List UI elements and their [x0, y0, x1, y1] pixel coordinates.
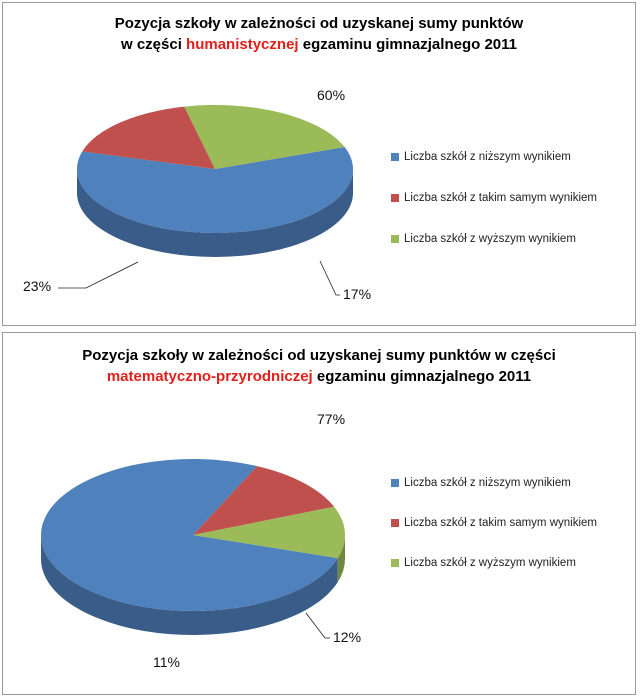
data-label-higher: 11% — [153, 654, 180, 670]
legend-item-higher: Liczba szkół z wyższym wynikiem — [391, 231, 597, 247]
pie-slice-lower — [77, 147, 353, 233]
data-label-same: 17% — [343, 286, 371, 302]
leader-line-same — [319, 260, 340, 296]
pie-chart: 60% 17% 23% — [23, 87, 371, 302]
legend-item-lower: Liczba szkół z niższym wynikiem — [391, 475, 597, 491]
leader-line-same — [305, 612, 330, 639]
legend-swatch-higher — [391, 235, 399, 243]
pie-slice-lower — [41, 459, 338, 611]
title-line-2: w części humanistycznej egzaminu gimnazj… — [3, 34, 635, 55]
legend-item-same: Liczba szkół z takim samym wynikiem — [391, 515, 597, 531]
legend-item-higher: Liczba szkół z wyższym wynikiem — [391, 555, 597, 571]
pie-slice-higher — [193, 506, 345, 559]
chart-panel-math-science: Pozycja szkoły w zależności od uzyskanej… — [2, 332, 636, 695]
legend: Liczba szkół z niższym wynikiem Liczba s… — [391, 475, 597, 595]
title-accent: humanistycznej — [186, 36, 299, 53]
legend: Liczba szkół z niższym wynikiem Liczba s… — [391, 149, 597, 272]
pie-side-lower — [77, 169, 353, 257]
title-accent: matematyczno-przyrodniczej — [106, 368, 313, 385]
legend-swatch-same — [391, 519, 399, 527]
chart-title: Pozycja szkoły w zależności od uzyskanej… — [3, 13, 635, 55]
legend-label-same: Liczba szkół z takim samym wynikiem — [404, 517, 597, 529]
pie-side-lower — [41, 535, 338, 635]
pie-side-higher — [337, 535, 345, 583]
data-label-lower: 60% — [317, 87, 345, 103]
legend-swatch-higher — [391, 559, 399, 567]
legend-label-lower: Liczba szkół z niższym wynikiem — [404, 477, 571, 489]
title-line-1: Pozycja szkoły w zależności od uzyskanej… — [82, 347, 556, 364]
legend-swatch-same — [391, 194, 399, 202]
chart-panel-humanistic: Pozycja szkoły w zależności od uzyskanej… — [2, 2, 636, 326]
leader-line-higher — [58, 261, 139, 289]
data-label-lower: 77% — [317, 411, 345, 427]
title-suffix: egzaminu gimnazjalnego 2011 — [298, 36, 517, 53]
pie-slice-higher — [184, 105, 345, 169]
data-label-same: 12% — [333, 629, 361, 645]
legend-item-lower: Liczba szkół z niższym wynikiem — [391, 149, 597, 165]
legend-item-same: Liczba szkół z takim samym wynikiem — [391, 190, 597, 206]
title-suffix: egzaminu gimnazjalnego 2011 — [312, 368, 532, 385]
pie-chart: 77% 12% 11% — [41, 411, 361, 670]
legend-label-same: Liczba szkół z takim samym wynikiem — [404, 192, 597, 204]
chart-title: Pozycja szkoły w zależności od uzyskanej… — [3, 345, 635, 387]
data-label-higher: 23% — [23, 278, 51, 294]
legend-label-higher: Liczba szkół z wyższym wynikiem — [404, 233, 576, 245]
pie-slice-same — [193, 466, 335, 535]
legend-label-higher: Liczba szkół z wyższym wynikiem — [404, 557, 576, 569]
title-line-1: Pozycja szkoły w zależności od uzyskanej… — [114, 15, 524, 32]
title-line-2: matematyczno-przyrodniczej egzaminu gimn… — [3, 366, 635, 387]
legend-swatch-lower — [391, 153, 399, 161]
legend-label-lower: Liczba szkół z niższym wynikiem — [404, 151, 571, 163]
pie-slice-same — [82, 106, 215, 169]
title-prefix: w części — [121, 36, 187, 53]
legend-swatch-lower — [391, 479, 399, 487]
